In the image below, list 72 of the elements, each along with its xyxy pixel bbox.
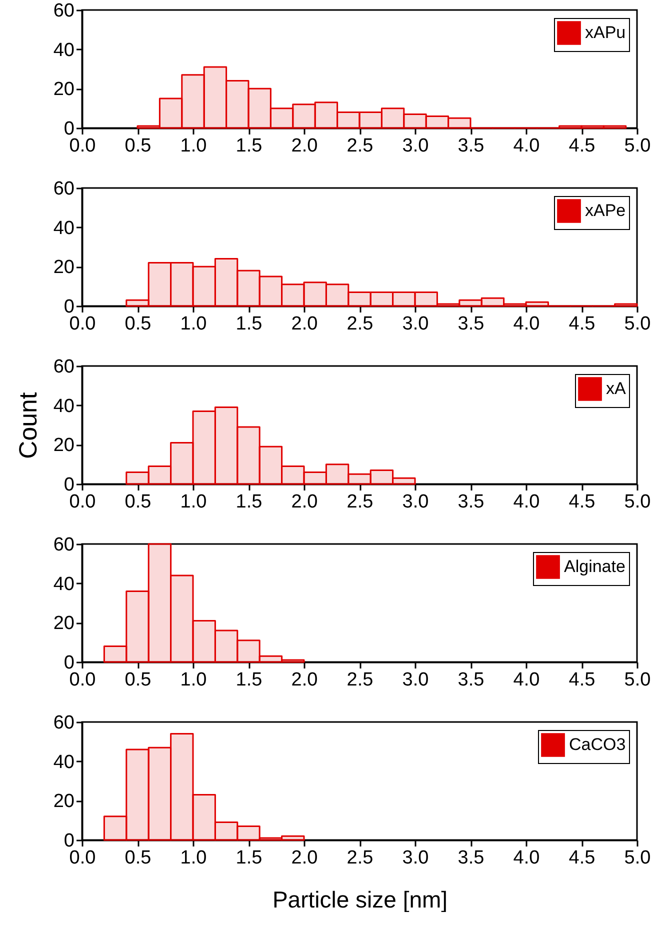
x-tick-label: 1.0 [180,848,207,868]
y-tick-label: 20 [53,435,74,456]
x-tick-label: 4.0 [513,136,540,156]
x-tick-label: 5.0 [624,314,651,334]
y-tick-label: 20 [53,79,74,100]
legend-label: CaCO3 [569,735,626,754]
legend-label: xAPe [585,201,626,220]
y-tick-label: 40 [53,396,74,417]
legend-label: Alginate [564,557,626,576]
x-tick-label: 1.5 [236,670,262,690]
y-tick-label: 60 [53,356,74,378]
y-tick-label: 60 [53,178,74,200]
x-tick-label: 1.0 [180,136,207,156]
x-tick-label: 3.5 [458,670,484,690]
x-tick-label: 5.0 [624,492,651,512]
x-tick-label: 2.0 [291,314,318,334]
y-tick-label: 40 [53,218,74,239]
x-tick-label: 4.0 [513,492,540,512]
x-tick-label: 4.0 [513,314,540,334]
x-tick-label: 1.0 [180,314,207,334]
x-tick-label: 1.5 [236,136,262,156]
x-tick-label: 5.0 [624,670,651,690]
x-tick-label: 4.5 [568,848,596,868]
x-tick-label: 2.0 [291,136,318,156]
legend-label: xA [606,379,626,398]
legend-label: xAPu [585,23,626,42]
x-tick-label: 3.5 [458,492,484,512]
x-tick-label: 4.5 [568,136,596,156]
x-tick-label: 0.5 [124,136,152,156]
x-tick-label: 3.0 [402,492,429,512]
x-tick-label: 4.5 [568,314,596,334]
x-tick-label: 3.5 [458,314,484,334]
y-tick-label: 60 [53,534,74,556]
x-tick-label: 0.5 [124,314,152,334]
x-tick-label: 4.5 [568,492,596,512]
x-tick-label: 4.0 [513,848,540,868]
y-tick-label: 60 [53,712,74,734]
x-tick-label: 4.0 [513,670,540,690]
x-tick-label: 5.0 [624,848,651,868]
x-tick-label: 2.5 [346,136,374,156]
x-tick-label: 3.0 [402,670,429,690]
x-tick-label: 2.0 [291,848,318,868]
x-tick-label: 2.5 [346,492,374,512]
y-tick-label: 20 [53,791,74,812]
y-tick-label: 60 [53,0,74,22]
x-tick-label: 0.5 [124,492,152,512]
x-tick-label: 1.0 [180,492,207,512]
x-tick-label: 2.5 [346,848,374,868]
y-tick-label: 40 [53,40,74,61]
y-tick-label: 40 [53,752,74,773]
x-tick-label: 2.0 [291,492,318,512]
x-tick-label: 3.5 [458,848,484,868]
x-tick-label: 3.5 [458,136,484,156]
x-tick-label: 3.0 [402,136,429,156]
x-tick-label: 1.5 [236,848,262,868]
x-tick-label: 2.5 [346,314,374,334]
x-tick-label: 5.0 [624,136,651,156]
x-tick-label: 2.5 [346,670,374,690]
x-tick-label: 0.5 [124,848,152,868]
y-tick-label: 20 [53,257,74,278]
y-tick-label: 40 [53,574,74,595]
x-axis-title: Particle size [nm] [272,886,448,912]
x-tick-label: 2.0 [291,670,318,690]
x-tick-label: 0.5 [124,670,152,690]
y-axis-title: Count [14,392,42,459]
x-tick-label: 3.0 [402,314,429,334]
x-tick-label: 1.5 [236,314,262,334]
x-tick-label: 4.5 [568,670,596,690]
x-tick-label: 1.0 [180,670,207,690]
x-tick-label: 1.5 [236,492,262,512]
y-tick-label: 20 [53,613,74,634]
x-tick-label: 3.0 [402,848,429,868]
